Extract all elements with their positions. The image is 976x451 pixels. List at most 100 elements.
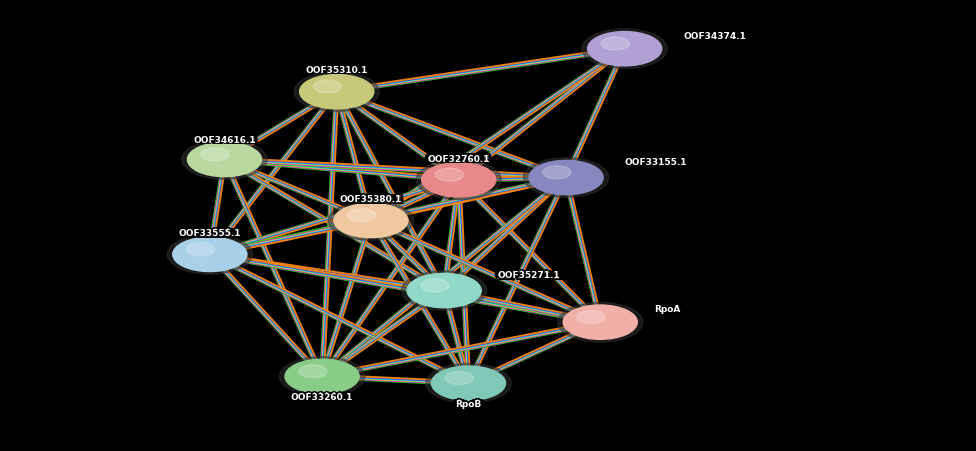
Text: OOF34616.1: OOF34616.1 bbox=[193, 133, 256, 143]
Text: OOF35310.1: OOF35310.1 bbox=[305, 65, 368, 74]
Text: OOF33260.1: OOF33260.1 bbox=[294, 391, 356, 400]
Text: OOF34616.1: OOF34616.1 bbox=[196, 134, 259, 143]
Text: OOF33260.1: OOF33260.1 bbox=[295, 392, 357, 401]
Text: RpoB: RpoB bbox=[452, 399, 477, 408]
Circle shape bbox=[187, 143, 262, 177]
Text: OOF34374.1: OOF34374.1 bbox=[683, 33, 746, 42]
Text: OOF33260.1: OOF33260.1 bbox=[288, 391, 350, 400]
Text: RpoA: RpoA bbox=[651, 303, 677, 312]
Circle shape bbox=[328, 201, 414, 241]
Text: OOF35310.1: OOF35310.1 bbox=[303, 67, 365, 76]
Text: OOF35271.1: OOF35271.1 bbox=[501, 272, 563, 281]
Circle shape bbox=[426, 364, 511, 403]
Text: OOF35380.1: OOF35380.1 bbox=[343, 196, 405, 205]
Text: RpoA: RpoA bbox=[654, 304, 680, 313]
Text: OOF34374.1: OOF34374.1 bbox=[686, 30, 749, 39]
Text: OOF35310.1: OOF35310.1 bbox=[305, 64, 368, 73]
Text: OOF33260.1: OOF33260.1 bbox=[291, 392, 353, 401]
Circle shape bbox=[313, 81, 342, 94]
Circle shape bbox=[563, 305, 637, 340]
Text: OOF34616.1: OOF34616.1 bbox=[196, 137, 259, 146]
Text: OOF34616.1: OOF34616.1 bbox=[190, 137, 253, 146]
Text: OOF35310.1: OOF35310.1 bbox=[309, 65, 372, 74]
Text: OOF33155.1: OOF33155.1 bbox=[622, 159, 684, 168]
Text: OOF35271.1: OOF35271.1 bbox=[498, 269, 560, 278]
Circle shape bbox=[601, 38, 630, 51]
Text: OOF34616.1: OOF34616.1 bbox=[190, 134, 253, 143]
Circle shape bbox=[445, 372, 473, 385]
Text: RpoB: RpoB bbox=[460, 399, 485, 408]
Circle shape bbox=[577, 311, 605, 324]
Circle shape bbox=[421, 279, 449, 292]
Text: OOF33555.1: OOF33555.1 bbox=[176, 230, 238, 239]
Circle shape bbox=[167, 235, 253, 275]
Circle shape bbox=[435, 169, 464, 182]
Circle shape bbox=[186, 243, 215, 256]
Circle shape bbox=[182, 140, 267, 180]
Text: RpoB: RpoB bbox=[456, 401, 481, 410]
Text: RpoB: RpoB bbox=[459, 400, 484, 410]
Text: RpoA: RpoA bbox=[654, 303, 680, 312]
Text: OOF35271.1: OOF35271.1 bbox=[501, 269, 563, 278]
Text: OOF32760.1: OOF32760.1 bbox=[430, 156, 493, 165]
Text: OOF33155.1: OOF33155.1 bbox=[621, 158, 683, 167]
Circle shape bbox=[588, 32, 662, 67]
Text: OOF33260.1: OOF33260.1 bbox=[287, 392, 349, 401]
Text: OOF34374.1: OOF34374.1 bbox=[687, 32, 750, 41]
Text: OOF34616.1: OOF34616.1 bbox=[197, 135, 260, 144]
Text: OOF33555.1: OOF33555.1 bbox=[179, 230, 241, 239]
Text: RpoA: RpoA bbox=[658, 304, 684, 313]
Text: OOF35271.1: OOF35271.1 bbox=[495, 269, 557, 278]
Text: OOF33555.1: OOF33555.1 bbox=[175, 229, 237, 238]
Circle shape bbox=[422, 163, 496, 198]
Text: OOF33155.1: OOF33155.1 bbox=[625, 160, 687, 169]
Text: OOF32760.1: OOF32760.1 bbox=[427, 154, 490, 163]
Text: OOF32760.1: OOF32760.1 bbox=[431, 154, 494, 163]
Text: OOF33555.1: OOF33555.1 bbox=[179, 227, 241, 236]
Text: OOF35380.1: OOF35380.1 bbox=[337, 193, 399, 202]
Text: OOF35380.1: OOF35380.1 bbox=[340, 193, 402, 202]
Text: OOF33260.1: OOF33260.1 bbox=[288, 394, 350, 403]
Text: OOF33155.1: OOF33155.1 bbox=[625, 158, 687, 167]
Circle shape bbox=[299, 365, 327, 378]
Text: OOF35310.1: OOF35310.1 bbox=[302, 65, 364, 74]
Text: RpoA: RpoA bbox=[657, 303, 683, 312]
Text: OOF35380.1: OOF35380.1 bbox=[340, 195, 402, 204]
Text: OOF33155.1: OOF33155.1 bbox=[622, 156, 684, 166]
Text: RpoB: RpoB bbox=[453, 398, 478, 407]
Text: OOF34374.1: OOF34374.1 bbox=[683, 30, 746, 39]
Text: OOF35271.1: OOF35271.1 bbox=[502, 271, 564, 280]
Circle shape bbox=[279, 357, 365, 396]
Circle shape bbox=[173, 238, 247, 272]
Text: OOF35310.1: OOF35310.1 bbox=[305, 67, 368, 76]
Text: OOF33555.1: OOF33555.1 bbox=[176, 227, 238, 236]
Text: RpoB: RpoB bbox=[456, 399, 481, 408]
Text: OOF35310.1: OOF35310.1 bbox=[308, 64, 371, 73]
Text: RpoB: RpoB bbox=[456, 397, 481, 406]
Circle shape bbox=[401, 271, 487, 311]
Text: RpoB: RpoB bbox=[459, 398, 484, 407]
Text: RpoB: RpoB bbox=[453, 400, 478, 410]
Circle shape bbox=[201, 148, 229, 161]
Text: OOF33555.1: OOF33555.1 bbox=[182, 230, 244, 239]
Text: OOF35271.1: OOF35271.1 bbox=[495, 272, 557, 281]
Text: OOF33555.1: OOF33555.1 bbox=[183, 229, 245, 238]
Circle shape bbox=[543, 166, 571, 179]
Circle shape bbox=[300, 75, 374, 110]
Text: OOF33155.1: OOF33155.1 bbox=[628, 159, 690, 168]
Text: OOF33155.1: OOF33155.1 bbox=[625, 156, 687, 165]
Text: RpoA: RpoA bbox=[650, 304, 676, 313]
Text: OOF35380.1: OOF35380.1 bbox=[343, 193, 405, 202]
Text: OOF32760.1: OOF32760.1 bbox=[427, 152, 490, 161]
Text: OOF33260.1: OOF33260.1 bbox=[291, 391, 353, 400]
Text: OOF35310.1: OOF35310.1 bbox=[303, 64, 365, 73]
Text: OOF34374.1: OOF34374.1 bbox=[680, 33, 743, 42]
Circle shape bbox=[582, 30, 668, 69]
Text: OOF35380.1: OOF35380.1 bbox=[344, 195, 406, 204]
Text: OOF35271.1: OOF35271.1 bbox=[498, 271, 560, 280]
Circle shape bbox=[334, 204, 408, 238]
Text: RpoA: RpoA bbox=[651, 306, 677, 315]
Text: OOF32760.1: OOF32760.1 bbox=[430, 153, 493, 162]
Text: OOF33155.1: OOF33155.1 bbox=[628, 156, 690, 166]
Text: OOF34374.1: OOF34374.1 bbox=[679, 32, 742, 41]
